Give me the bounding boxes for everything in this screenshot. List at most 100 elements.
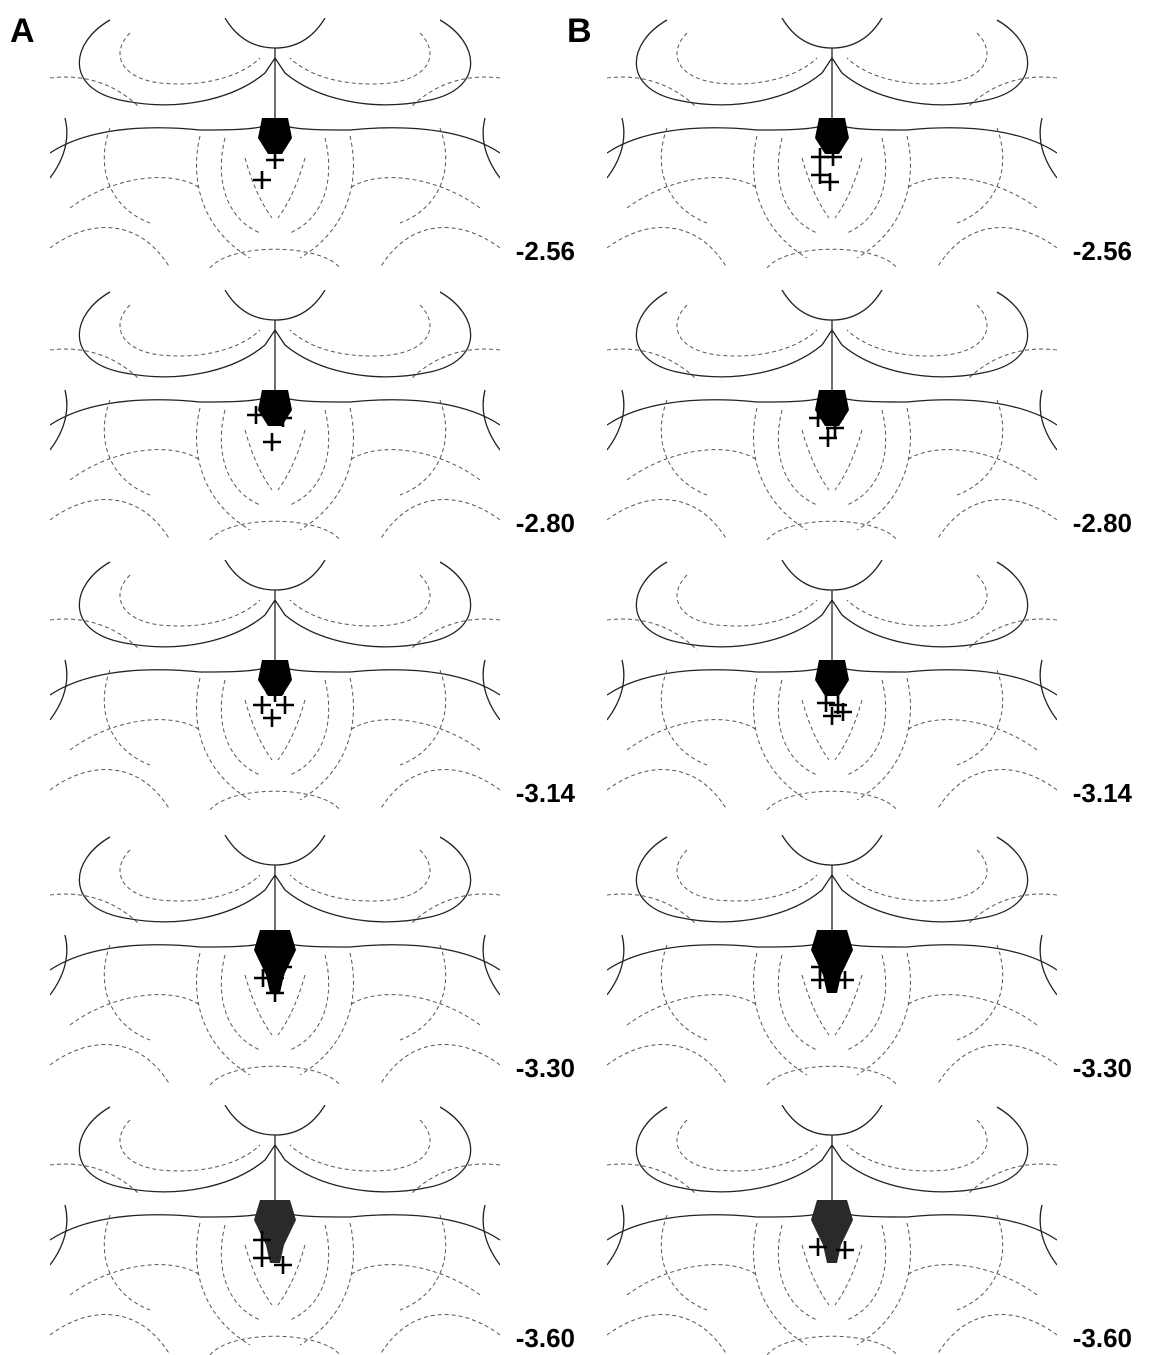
injection-site: [253, 1231, 271, 1249]
region-boundary: [766, 790, 898, 810]
region-boundary: [766, 248, 898, 268]
outline: [607, 389, 625, 451]
outline: [482, 389, 500, 451]
region-boundary: [846, 409, 887, 506]
region-boundary: [626, 994, 758, 1026]
region-boundary: [676, 32, 818, 85]
region-boundary: [766, 520, 898, 540]
region-boundary: [607, 499, 728, 540]
injection-site: [836, 1241, 854, 1259]
injection-site: [266, 151, 284, 169]
section-coordinate: -3.14: [1073, 778, 1133, 808]
region-boundary: [660, 944, 708, 1041]
injection-site: [274, 958, 292, 976]
region-boundary: [936, 1314, 1057, 1355]
region-boundary: [966, 348, 1057, 381]
region-boundary: [906, 994, 1038, 1026]
region-boundary: [50, 76, 141, 109]
region-boundary: [220, 1224, 261, 1321]
brain-section: [607, 290, 1057, 540]
region-boundary: [777, 137, 818, 234]
injection-site: [253, 171, 271, 189]
injection-site: [824, 148, 842, 166]
region-boundary: [196, 407, 251, 531]
region-boundary: [607, 348, 698, 381]
injection-site: [836, 971, 854, 989]
region-boundary: [299, 407, 354, 531]
injection-site: [811, 971, 829, 989]
region-boundary: [660, 669, 708, 766]
outline: [224, 835, 326, 866]
injection-site: [274, 1256, 292, 1274]
region-boundary: [277, 157, 306, 219]
section-drawing: [607, 560, 1057, 810]
outline: [607, 1204, 625, 1266]
region-boundary: [626, 719, 758, 751]
section-coordinate: -3.60: [516, 1323, 575, 1353]
region-boundary: [69, 449, 201, 481]
injection-site: [834, 703, 852, 721]
outline: [1039, 934, 1057, 996]
region-boundary: [906, 449, 1038, 481]
region-boundary: [777, 409, 818, 506]
region-boundary: [660, 1214, 708, 1311]
region-boundary: [196, 952, 251, 1076]
panel-label: A: [10, 12, 35, 50]
section-coordinate: -2.80: [516, 508, 575, 538]
region-boundary: [846, 574, 988, 627]
region-boundary: [846, 679, 887, 776]
outline: [50, 1204, 68, 1266]
region-boundary: [966, 76, 1057, 109]
region-boundary: [103, 669, 151, 766]
section-coordinate: -3.30: [516, 1053, 575, 1083]
region-boundary: [289, 574, 431, 627]
region-boundary: [69, 177, 201, 209]
region-boundary: [607, 1314, 728, 1355]
region-boundary: [220, 409, 261, 506]
region-boundary: [277, 974, 306, 1036]
region-boundary: [277, 1244, 306, 1306]
brain-section: [50, 560, 500, 810]
ventricle: [815, 660, 849, 696]
region-boundary: [856, 952, 911, 1076]
injection-site: [263, 709, 281, 727]
region-boundary: [196, 677, 251, 801]
region-boundary: [220, 137, 261, 234]
region-boundary: [220, 679, 261, 776]
region-boundary: [660, 399, 708, 496]
brain-section: [50, 18, 500, 268]
region-boundary: [856, 407, 911, 531]
outline: [224, 560, 326, 591]
region-boundary: [834, 429, 863, 491]
region-boundary: [753, 1222, 808, 1346]
region-boundary: [209, 1335, 341, 1355]
outline: [50, 389, 68, 451]
region-boundary: [119, 849, 261, 902]
injection-site: [811, 166, 829, 184]
region-boundary: [289, 849, 431, 902]
section-drawing: [50, 1105, 500, 1355]
region-boundary: [777, 679, 818, 776]
region-boundary: [607, 227, 728, 268]
region-boundary: [299, 677, 354, 801]
region-boundary: [50, 348, 141, 381]
region-boundary: [289, 32, 431, 85]
region-boundary: [777, 954, 818, 1051]
injection-site: [819, 429, 837, 447]
region-boundary: [50, 618, 141, 651]
section-drawing: [50, 290, 500, 540]
region-boundary: [966, 1163, 1057, 1196]
region-boundary: [50, 893, 141, 926]
ventricle: [815, 390, 849, 426]
injection-site: [817, 694, 835, 712]
region-boundary: [399, 399, 447, 496]
region-boundary: [349, 1264, 481, 1296]
region-boundary: [119, 304, 261, 357]
section-coordinate: -2.56: [1073, 236, 1132, 266]
region-boundary: [119, 574, 261, 627]
region-boundary: [801, 157, 830, 219]
region-boundary: [399, 127, 447, 224]
panel-label: B: [567, 12, 592, 50]
region-boundary: [244, 699, 273, 761]
outline: [781, 560, 883, 591]
